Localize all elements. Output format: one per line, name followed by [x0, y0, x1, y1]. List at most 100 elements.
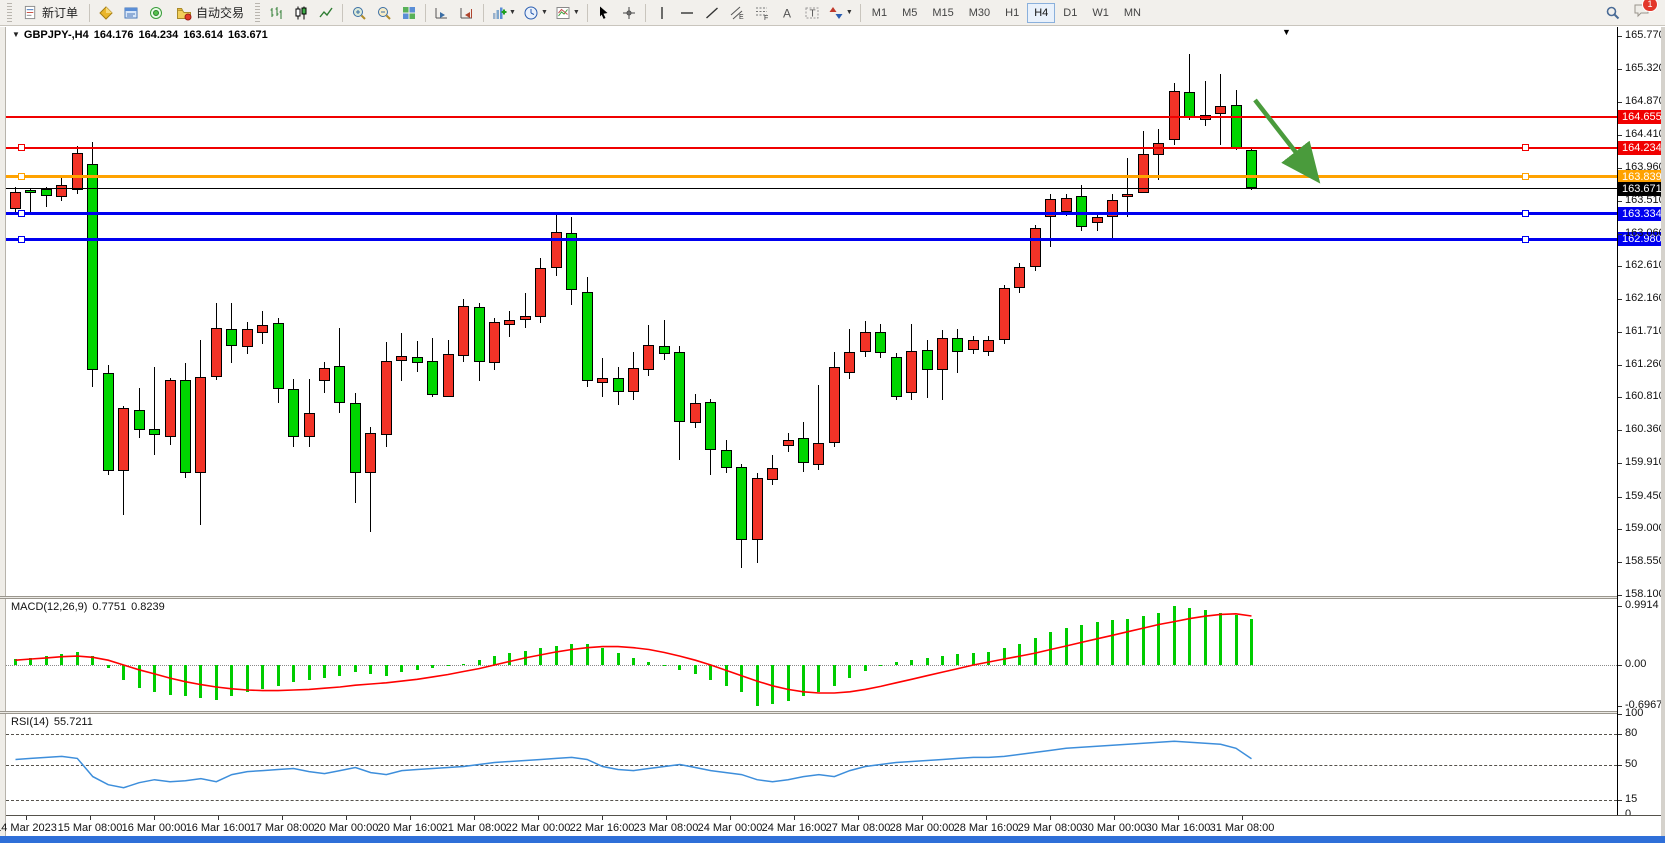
line-handle[interactable]: [1522, 173, 1529, 181]
zoom-out-button[interactable]: [372, 2, 396, 24]
macd-bar: [462, 663, 466, 665]
candle: [149, 428, 161, 436]
data-window-button[interactable]: [119, 2, 143, 24]
macd-bar: [245, 665, 249, 692]
line-handle[interactable]: [1522, 144, 1529, 152]
candle: [967, 339, 979, 351]
time-axis-label: 30 Mar 00:00: [1081, 822, 1147, 834]
macd-bar: [678, 665, 682, 670]
zoom-in-button[interactable]: [347, 2, 371, 24]
pane-splitter[interactable]: [0, 711, 1661, 714]
timeframe-H1[interactable]: H1: [998, 3, 1026, 23]
axis-tick-label: 50: [1625, 757, 1638, 770]
macd-bar: [1095, 622, 1099, 665]
tile-windows-button[interactable]: [397, 2, 421, 24]
price-line-164.655[interactable]: [6, 116, 1617, 119]
line-handle[interactable]: [18, 210, 25, 218]
toolbar-grip[interactable]: [255, 2, 261, 23]
candle: [71, 153, 83, 190]
axis-tick-label: 80: [1625, 727, 1638, 740]
timeframe-W1[interactable]: W1: [1085, 3, 1116, 23]
line-chart-icon: [319, 7, 333, 17]
dropdown-caret: ▼: [845, 9, 853, 16]
indicators-button[interactable]: ▼: [488, 2, 519, 24]
periods-button[interactable]: ▼: [520, 2, 551, 24]
cursor-button[interactable]: [592, 2, 616, 24]
candle-wick: [1127, 158, 1129, 218]
price-line-163.334[interactable]: [6, 212, 1617, 216]
line-handle[interactable]: [1522, 210, 1529, 218]
price-line-164.234[interactable]: [6, 146, 1617, 149]
macd-bar: [292, 665, 296, 682]
axis-tick: [1618, 135, 1622, 137]
price-axis[interactable]: 164.655 164.234 163.839 163.671 163.334 162.9…: [1617, 27, 1665, 820]
time-axis-tick: [1114, 816, 1115, 820]
market-watch-button[interactable]: [94, 2, 118, 24]
toolbar-grip[interactable]: [7, 2, 12, 23]
arrows-button[interactable]: ▼: [825, 2, 856, 24]
line-chart-button[interactable]: [314, 2, 338, 24]
candle: [937, 337, 948, 370]
navigator-button[interactable]: [144, 2, 168, 24]
collapse-quote-icon[interactable]: ▼: [12, 30, 20, 39]
candle: [643, 345, 655, 370]
price-pane[interactable]: ▼ GBPJPY-,H4 164.176 164.234 163.614 163.671 …: [6, 27, 1617, 597]
vertical-line-button[interactable]: [650, 2, 674, 24]
crosshair-button[interactable]: [617, 2, 641, 24]
price-line-162.980[interactable]: [6, 237, 1617, 241]
timeframe-MN[interactable]: MN: [1117, 3, 1148, 23]
horizontal-line-button[interactable]: [675, 2, 699, 24]
time-axis-tick: [474, 816, 475, 820]
zoom-in-icon: [353, 6, 366, 20]
candlestick-chart-icon: [295, 6, 307, 19]
candle: [272, 323, 284, 389]
search-button[interactable]: [1601, 2, 1625, 24]
text-button[interactable]: A: [775, 2, 799, 24]
pane-splitter[interactable]: [0, 596, 1661, 599]
line-handle[interactable]: [1522, 235, 1529, 243]
auto-scroll-button[interactable]: [430, 2, 454, 24]
rsi-pane[interactable]: RSI(14) 55.7211: [6, 714, 1617, 815]
fibonacci-button[interactable]: F: [750, 2, 774, 24]
open-value: 164.176: [93, 29, 134, 41]
timeframe-M30[interactable]: M30: [962, 3, 997, 23]
axis-tick-label: 164.410: [1625, 128, 1665, 141]
bar-chart-button[interactable]: [264, 2, 288, 24]
candle: [87, 164, 99, 370]
autotrading-label: 自动交易: [196, 6, 245, 20]
macd-bar: [709, 665, 713, 680]
templates-button[interactable]: ▼: [552, 2, 583, 24]
price-line-163.839[interactable]: [6, 175, 1617, 179]
price-level-badge: 162.980: [1618, 232, 1662, 247]
equidistant-channel-button[interactable]: E: [725, 2, 749, 24]
axis-tick-label: 162.160: [1625, 292, 1665, 305]
candle: [597, 377, 609, 383]
text-label-button[interactable]: T: [800, 2, 824, 24]
timeframe-M1[interactable]: M1: [865, 3, 894, 23]
timeframe-M15[interactable]: M15: [925, 3, 960, 23]
chart-shift-button[interactable]: [455, 2, 479, 24]
macd-bar: [956, 654, 960, 665]
line-handle[interactable]: [18, 235, 25, 243]
macd-bar: [863, 665, 867, 671]
new-order-button[interactable]: 新订单: [16, 2, 85, 24]
price-line-163.671[interactable]: [6, 188, 1617, 190]
macd-bar: [539, 648, 543, 665]
timeframe-D1[interactable]: D1: [1056, 3, 1084, 23]
price-level-badge: 163.334: [1618, 206, 1662, 221]
timeframe-M5[interactable]: M5: [895, 3, 924, 23]
autotrading-button[interactable]: 自动交易: [169, 2, 251, 24]
timeframe-H4[interactable]: H4: [1027, 2, 1056, 23]
candle-wick: [663, 320, 665, 361]
macd-bar: [554, 645, 558, 665]
trendline-button[interactable]: [700, 2, 724, 24]
macd-pane[interactable]: MACD(12,26,9) 0.7751 0.8239: [6, 599, 1617, 712]
time-axis-label: 21 Mar 08:00: [441, 822, 507, 834]
candlestick-chart-button[interactable]: [289, 2, 313, 24]
time-axis[interactable]: 14 Mar 2023 15 Mar 08:00 16 Mar 00:00 16 Ma…: [0, 815, 1661, 837]
macd-bar: [616, 653, 620, 665]
line-handle[interactable]: [18, 173, 25, 181]
macd-bar: [14, 659, 17, 665]
chat-button[interactable]: 1: [1633, 0, 1658, 23]
line-handle[interactable]: [18, 144, 25, 152]
